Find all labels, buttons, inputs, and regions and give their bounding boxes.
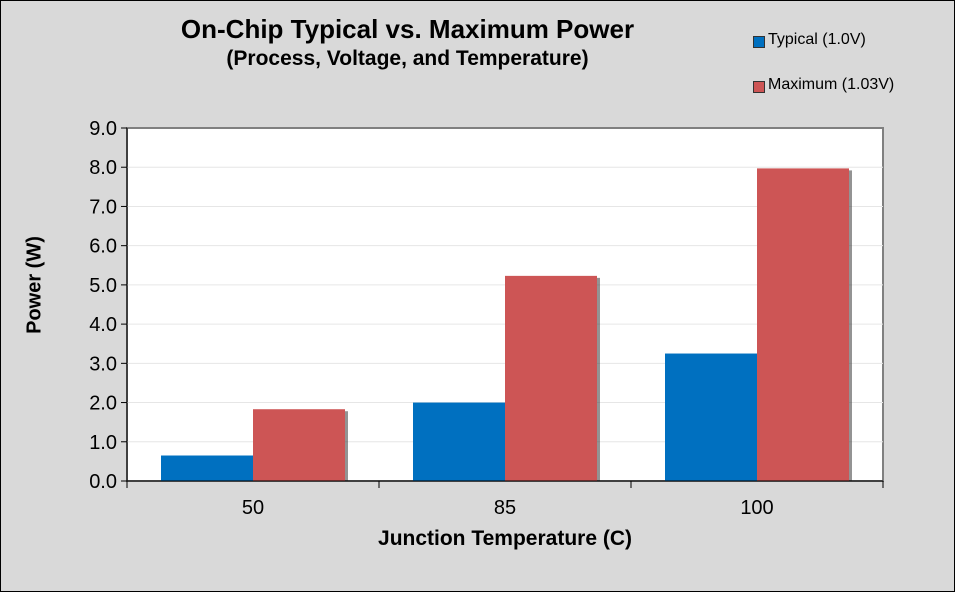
legend-swatch-maximum — [753, 81, 765, 93]
bar-maximum — [253, 409, 345, 481]
bar-maximum — [757, 168, 849, 481]
x-axis-label: Junction Temperature (C) — [378, 527, 632, 550]
y-tick-label: 0.0 — [89, 471, 117, 493]
legend-swatch-typical — [753, 36, 765, 48]
legend-label-typical: Typical (1.0V) — [768, 31, 866, 48]
bar-typical — [161, 455, 253, 481]
chart-subtitle: (Process, Voltage, and Temperature) — [226, 47, 589, 70]
y-tick-label: 2.0 — [89, 393, 117, 415]
axis-layer: 0.0 1.0 2.0 3.0 4.0 5.0 6.0 7.0 8.0 9.0 50 85 100 — [89, 118, 884, 519]
bar-typical — [665, 353, 757, 481]
y-tick-label: 4.0 — [89, 314, 117, 336]
legend-label-maximum: Maximum (1.03V) — [768, 76, 895, 93]
x-tick-label: 100 — [740, 497, 773, 519]
x-tick-label: 85 — [494, 497, 516, 519]
bar-typical — [413, 402, 505, 481]
y-tick-label: 8.0 — [89, 157, 117, 179]
chart-title: On-Chip Typical vs. Maximum Power — [180, 14, 635, 44]
y-tick-label: 1.0 — [89, 432, 117, 454]
x-tick-label: 50 — [242, 497, 264, 519]
bar-maximum — [505, 275, 597, 481]
y-tick-label: 6.0 — [89, 236, 117, 258]
y-tick-label: 7.0 — [89, 196, 117, 218]
y-tick-label: 5.0 — [89, 275, 117, 297]
y-tick-label: 3.0 — [89, 353, 117, 375]
y-tick-label: 9.0 — [89, 118, 117, 140]
bar-layer — [161, 168, 852, 481]
